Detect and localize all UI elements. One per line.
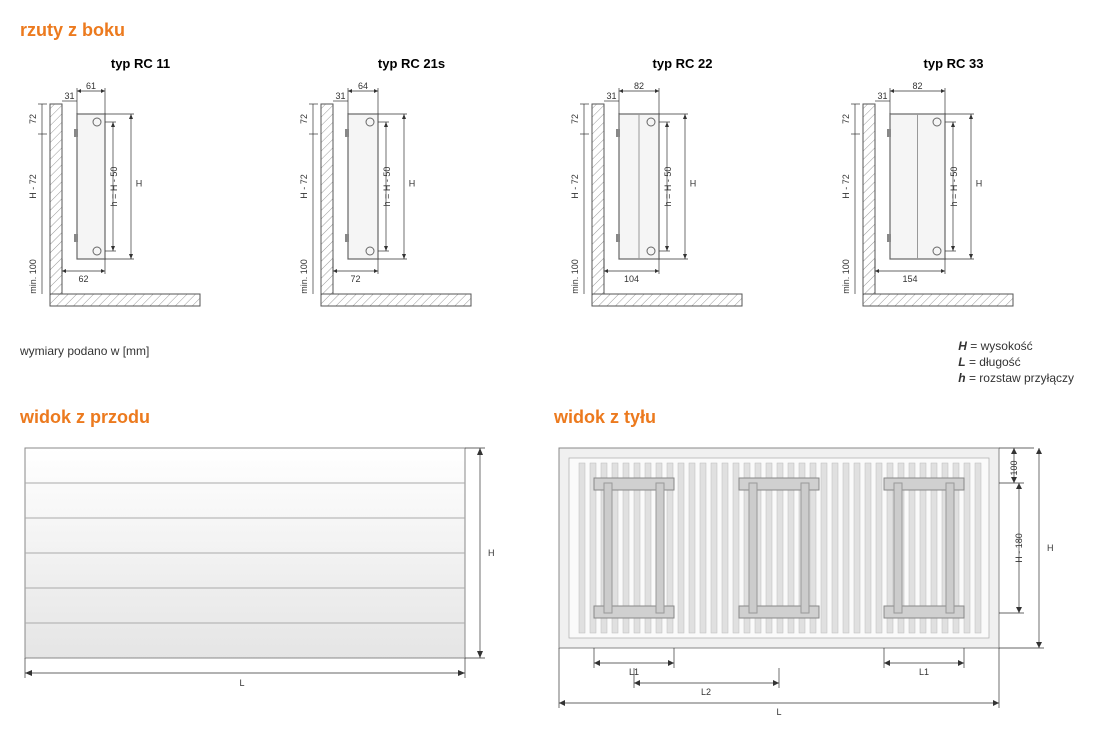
front-view: widok z przodu H bbox=[20, 407, 514, 723]
svg-text:72: 72 bbox=[28, 114, 38, 124]
svg-text:154: 154 bbox=[902, 274, 917, 284]
svg-text:L: L bbox=[239, 678, 244, 688]
svg-text:72: 72 bbox=[570, 114, 580, 124]
svg-text:min. 100: min. 100 bbox=[841, 259, 851, 294]
svg-text:min. 100: min. 100 bbox=[28, 259, 38, 294]
svg-text:31: 31 bbox=[606, 91, 616, 101]
svg-text:h = H - 50: h = H - 50 bbox=[949, 167, 959, 207]
svg-text:H: H bbox=[690, 179, 697, 189]
side-diagram: 82 31 72 H - 72 min. 100 h = H - 50 H 154 bbox=[833, 79, 1063, 329]
svg-text:H: H bbox=[409, 179, 416, 189]
side-diagram: 82 31 72 H - 72 min. 100 h = H - 50 H 104 bbox=[562, 79, 792, 329]
type-label: typ RC 33 bbox=[833, 56, 1074, 71]
svg-text:31: 31 bbox=[64, 91, 74, 101]
svg-text:72: 72 bbox=[299, 114, 309, 124]
side-view-0: typ RC 11 61 31 72 H - 72 min. 100 h = H - 50 H… bbox=[20, 56, 261, 329]
svg-text:100: 100 bbox=[1009, 460, 1019, 475]
svg-text:H: H bbox=[1047, 543, 1054, 553]
svg-text:L: L bbox=[776, 707, 781, 717]
legend: H = wysokość L = długość h = rozstaw prz… bbox=[958, 339, 1074, 387]
svg-text:L2: L2 bbox=[701, 687, 711, 697]
svg-text:H: H bbox=[488, 548, 495, 558]
type-label: typ RC 21s bbox=[291, 56, 532, 71]
side-diagram: 61 31 72 H - 72 min. 100 h = H - 50 H 62 bbox=[20, 79, 250, 329]
svg-text:min. 100: min. 100 bbox=[570, 259, 580, 294]
svg-text:64: 64 bbox=[358, 81, 368, 91]
svg-text:H - 72: H - 72 bbox=[299, 174, 309, 199]
svg-text:104: 104 bbox=[624, 274, 639, 284]
side-view-3: typ RC 33 82 31 72 H - 72 min. 100 h = H - 50 H… bbox=[833, 56, 1074, 329]
side-views-title: rzuty z boku bbox=[20, 20, 1074, 41]
svg-text:62: 62 bbox=[78, 274, 88, 284]
type-label: typ RC 11 bbox=[20, 56, 261, 71]
svg-text:min. 100: min. 100 bbox=[299, 259, 309, 294]
svg-text:61: 61 bbox=[86, 81, 96, 91]
rear-view: widok z tyłu 100 H - 180 H bbox=[554, 407, 1074, 723]
front-view-diagram: H L bbox=[20, 443, 510, 703]
side-view-2: typ RC 22 82 31 72 H - 72 min. 100 h = H - 50 H… bbox=[562, 56, 803, 329]
svg-text:L1: L1 bbox=[919, 667, 929, 677]
rear-view-diagram: 100 H - 180 H L1 L1 bbox=[554, 443, 1074, 723]
svg-text:h = H - 50: h = H - 50 bbox=[382, 167, 392, 207]
side-diagram: 64 31 72 H - 72 min. 100 h = H - 50 H 72 bbox=[291, 79, 521, 329]
side-view-1: typ RC 21s 64 31 72 H - 72 min. 100 h = H - 50… bbox=[291, 56, 532, 329]
svg-text:82: 82 bbox=[912, 81, 922, 91]
dimensions-note: wymiary podano w [mm] bbox=[20, 344, 149, 387]
svg-text:h = H - 50: h = H - 50 bbox=[663, 167, 673, 207]
svg-text:H - 72: H - 72 bbox=[841, 174, 851, 199]
side-views-row: typ RC 11 61 31 72 H - 72 min. 100 h = H - 50 H… bbox=[20, 56, 1074, 329]
front-view-title: widok z przodu bbox=[20, 407, 514, 428]
svg-text:82: 82 bbox=[634, 81, 644, 91]
svg-text:H - 72: H - 72 bbox=[570, 174, 580, 199]
svg-text:31: 31 bbox=[877, 91, 887, 101]
svg-text:H - 72: H - 72 bbox=[28, 174, 38, 199]
svg-text:H - 180: H - 180 bbox=[1014, 533, 1024, 563]
svg-text:72: 72 bbox=[841, 114, 851, 124]
svg-text:72: 72 bbox=[350, 274, 360, 284]
svg-text:H: H bbox=[976, 179, 983, 189]
svg-text:h = H - 50: h = H - 50 bbox=[109, 167, 119, 207]
info-row: wymiary podano w [mm] H = wysokość L = d… bbox=[20, 339, 1074, 387]
svg-text:31: 31 bbox=[335, 91, 345, 101]
rear-view-title: widok z tyłu bbox=[554, 407, 1074, 428]
svg-text:H: H bbox=[136, 179, 143, 189]
bottom-row: widok z przodu H bbox=[20, 407, 1074, 723]
type-label: typ RC 22 bbox=[562, 56, 803, 71]
